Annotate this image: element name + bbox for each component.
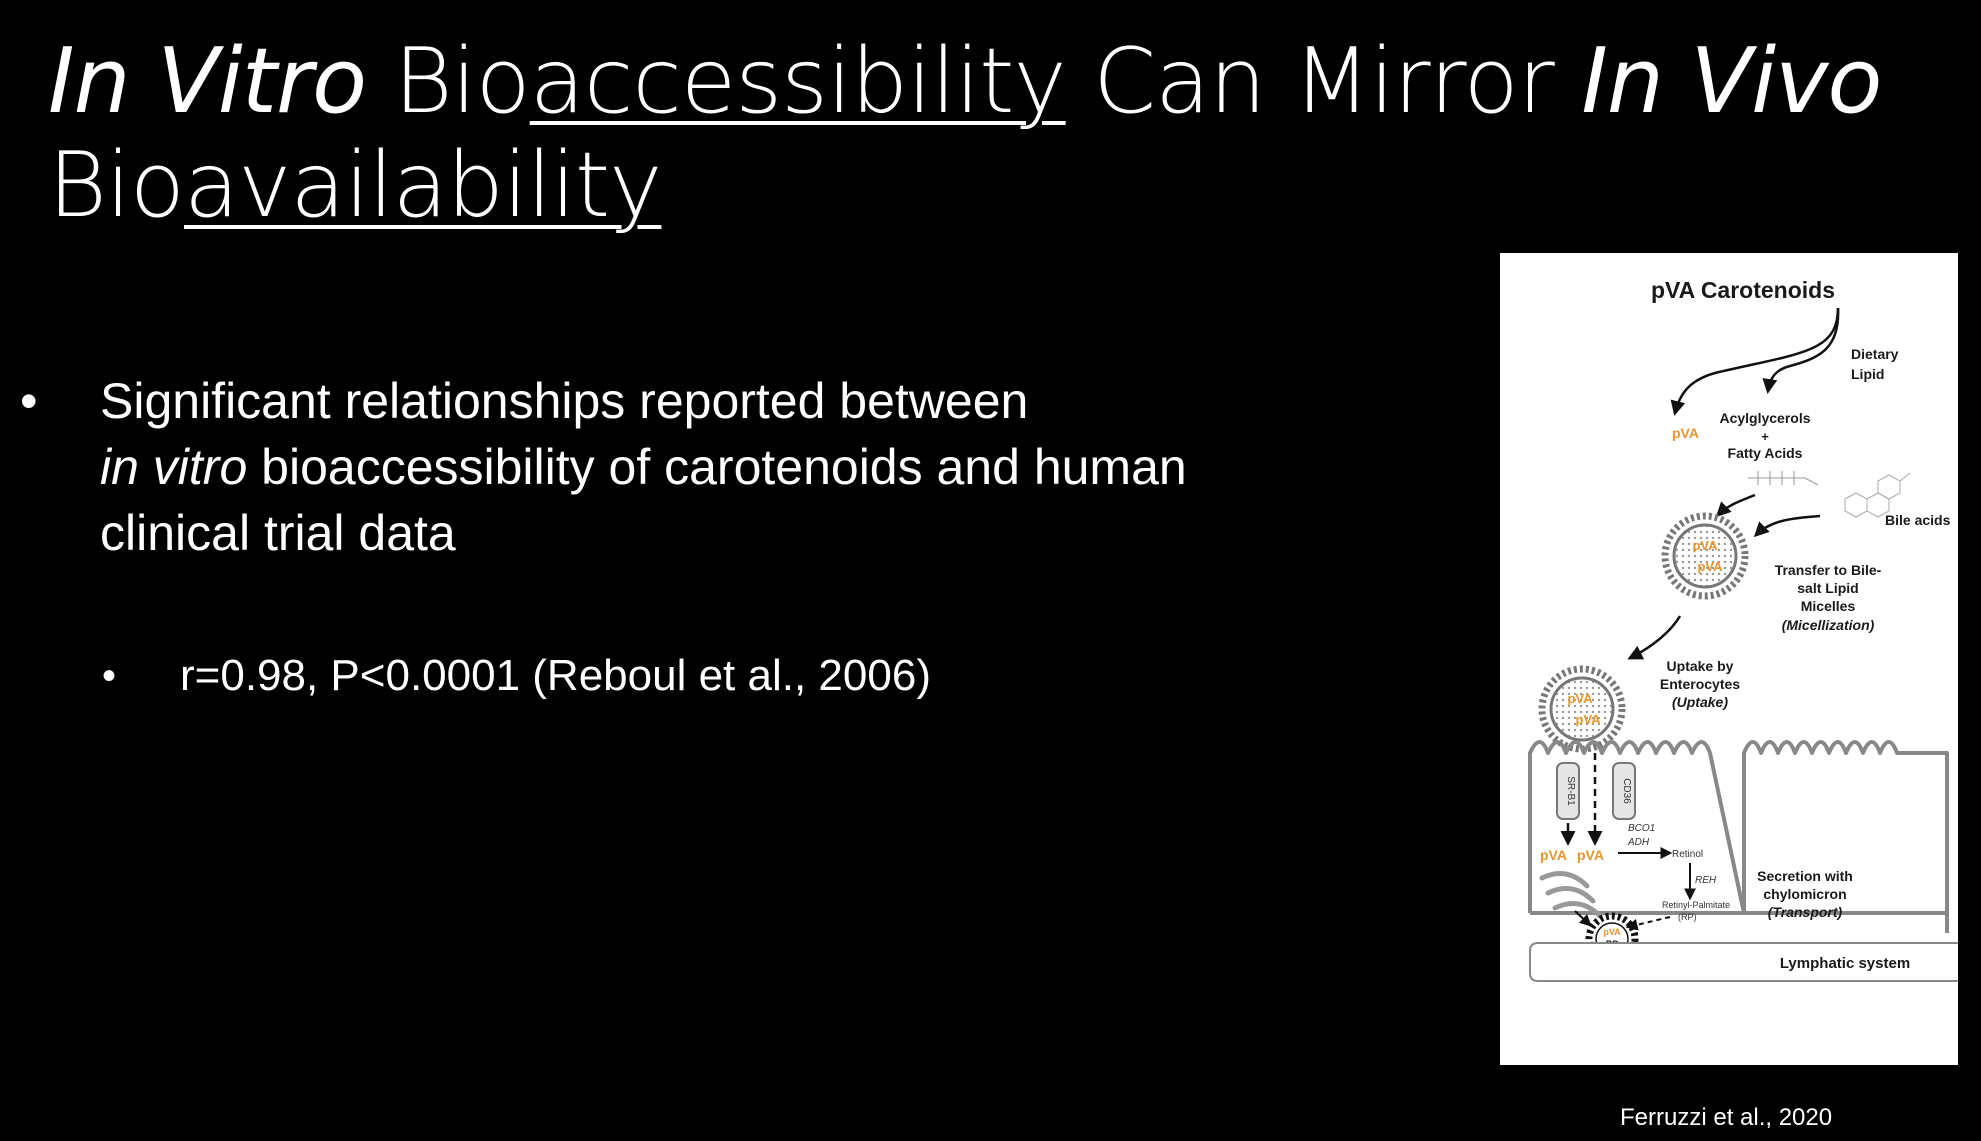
chylomicron-pva: pVA bbox=[1603, 927, 1621, 937]
secretion-label-2: chylomicron bbox=[1763, 886, 1846, 902]
arrow-to-pva bbox=[1670, 307, 1840, 416]
arrow-fatty-to-micelle bbox=[1715, 493, 1756, 518]
retinol-label: Retinol bbox=[1672, 849, 1703, 860]
micelle-1-pva-b: pVA bbox=[1697, 559, 1723, 574]
uptake-label-2: Enterocytes bbox=[1660, 676, 1740, 692]
reh-label: REH bbox=[1695, 875, 1717, 886]
arrow-bile-to-micelle bbox=[1753, 514, 1821, 538]
citation: Ferruzzi et al., 2020 bbox=[1620, 1104, 1833, 1131]
plus-label: + bbox=[1761, 429, 1769, 444]
uptake-label-1: Uptake by bbox=[1667, 658, 1734, 674]
sr-b1-transporter: SR-B1 bbox=[1556, 762, 1580, 820]
fatty-acids-label: Fatty Acids bbox=[1728, 445, 1803, 461]
bco1-label: BCO1 bbox=[1628, 823, 1655, 834]
arrow-to-acylglycerols bbox=[1762, 307, 1840, 394]
lymphatic-label: Lymphatic system bbox=[1780, 955, 1910, 972]
title-accessibility: accessibility bbox=[529, 29, 1067, 134]
bullet-1-rest: bioaccessibility of carotenoids and huma… bbox=[100, 439, 1187, 561]
title-availability: availability bbox=[184, 133, 662, 238]
arrow-golgi-to-chylomicron bbox=[1574, 910, 1592, 927]
bile-acid-structure bbox=[1844, 472, 1911, 518]
title-in-vivo: In Vivo bbox=[1581, 29, 1882, 134]
pva-label-cell-2: pVA bbox=[1577, 847, 1604, 863]
micellization-label: (Micellization) bbox=[1782, 617, 1875, 633]
micelle-1: pVA pVA bbox=[1661, 512, 1749, 600]
uptake-label-3: (Uptake) bbox=[1672, 694, 1728, 710]
pva-label-cell-1: pVA bbox=[1540, 847, 1567, 863]
golgi-apparatus bbox=[1539, 871, 1603, 919]
retinyl-palmitate-label-2: (RP) bbox=[1678, 912, 1697, 922]
enterocyte-2-membrane bbox=[1742, 740, 1949, 933]
micelle-2-pva-b: pVA bbox=[1575, 712, 1601, 727]
enterocyte-1-membrane bbox=[1528, 740, 1746, 914]
bile-acids-label: Bile acids bbox=[1885, 512, 1951, 528]
pva-label-top: pVA bbox=[1672, 425, 1699, 441]
transfer-label-1: Transfer to Bile- bbox=[1775, 562, 1882, 578]
bullet-2: r=0.98, P<0.0001 (Reboul et al., 2006) bbox=[180, 651, 931, 700]
cd36-transporter: CD36 bbox=[1612, 762, 1636, 820]
fatty-acid-structure bbox=[1748, 471, 1819, 486]
micelle-1-pva-a: pVA bbox=[1692, 538, 1718, 553]
bullet-dot-2: • bbox=[102, 654, 117, 698]
title-bio-1: Bio bbox=[366, 29, 531, 134]
cd36-label: CD36 bbox=[1621, 778, 1632, 804]
micelle-2-pva-a: pVA bbox=[1567, 691, 1593, 706]
bullet-1-line1: Significant relationships reported betwe… bbox=[100, 373, 1029, 429]
bullet-dot-1: • bbox=[20, 373, 38, 429]
lymphatic-vessel bbox=[1529, 942, 1958, 982]
dietary-lipid-label-1: Dietary bbox=[1851, 346, 1899, 362]
arrow-to-uptake bbox=[1627, 615, 1682, 660]
figure-title: pVA Carotenoids bbox=[1651, 277, 1835, 303]
retinyl-palmitate-label-1: Retinyl-Palmitate bbox=[1662, 900, 1730, 910]
carotenoid-pathway-figure: pVA Carotenoids Dietary Lipid pVA Acylgl… bbox=[1500, 253, 1958, 1065]
transport-label: (Transport) bbox=[1768, 904, 1843, 920]
title-can-mirror: Can Mirror bbox=[1065, 29, 1582, 134]
dietary-lipid-label-2: Lipid bbox=[1851, 366, 1884, 382]
adh-label: ADH bbox=[1627, 837, 1650, 848]
sr-b1-label: SR-B1 bbox=[1565, 776, 1576, 806]
bullet-1-italic: in vitro bbox=[100, 439, 248, 495]
arrow-rp-to-chylomicron bbox=[1625, 916, 1671, 931]
secretion-label-1: Secretion with bbox=[1757, 868, 1853, 884]
title-in-vitro: In Vitro bbox=[48, 29, 367, 134]
acylglycerols-label: Acylglycerols bbox=[1719, 410, 1810, 426]
slide-title: In Vitro Bioaccessibility Can Mirror In … bbox=[48, 30, 1968, 238]
transfer-label-3: Micelles bbox=[1801, 598, 1856, 614]
transfer-label-2: salt Lipid bbox=[1797, 580, 1858, 596]
micelle-2: pVA pVA bbox=[1538, 665, 1626, 753]
bullet-1: Significant relationships reported betwe… bbox=[100, 368, 1200, 566]
pathway-diagram: pVA Carotenoids Dietary Lipid pVA Acylgl… bbox=[1528, 277, 1958, 982]
title-bio-2: Bio bbox=[48, 133, 185, 238]
